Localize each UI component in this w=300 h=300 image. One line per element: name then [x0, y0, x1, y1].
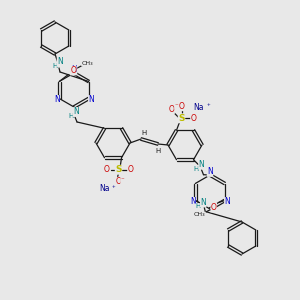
Text: N: N: [200, 198, 206, 207]
Text: Na: Na: [99, 184, 110, 193]
Text: S: S: [115, 165, 122, 174]
Text: ⁺: ⁺: [112, 186, 116, 192]
Text: H: H: [68, 113, 74, 119]
Text: CH₃: CH₃: [82, 61, 93, 66]
Text: H: H: [194, 166, 199, 172]
Text: CH₃: CH₃: [194, 212, 206, 217]
Text: ⁺: ⁺: [207, 104, 210, 110]
Text: O: O: [116, 177, 122, 186]
Text: H: H: [196, 203, 201, 209]
Text: S: S: [178, 114, 185, 123]
Text: O: O: [70, 66, 76, 75]
Text: O: O: [178, 102, 184, 111]
Text: H: H: [141, 130, 147, 136]
Text: N: N: [224, 197, 230, 206]
Text: N: N: [57, 58, 63, 67]
Text: N: N: [88, 95, 94, 104]
Text: N: N: [207, 167, 213, 176]
Text: O: O: [128, 165, 134, 174]
Text: ⁻: ⁻: [175, 103, 178, 109]
Text: H: H: [52, 63, 58, 69]
Text: Na: Na: [193, 103, 204, 112]
Text: N: N: [73, 107, 79, 116]
Text: ⁻: ⁻: [121, 178, 124, 184]
Text: O: O: [190, 114, 196, 123]
Text: N: N: [71, 65, 77, 74]
Text: H: H: [155, 148, 160, 154]
Text: O: O: [211, 203, 217, 212]
Text: N: N: [54, 95, 60, 104]
Text: O: O: [169, 105, 174, 114]
Text: N: N: [199, 160, 204, 169]
Text: O: O: [103, 165, 109, 174]
Text: N: N: [190, 197, 196, 206]
